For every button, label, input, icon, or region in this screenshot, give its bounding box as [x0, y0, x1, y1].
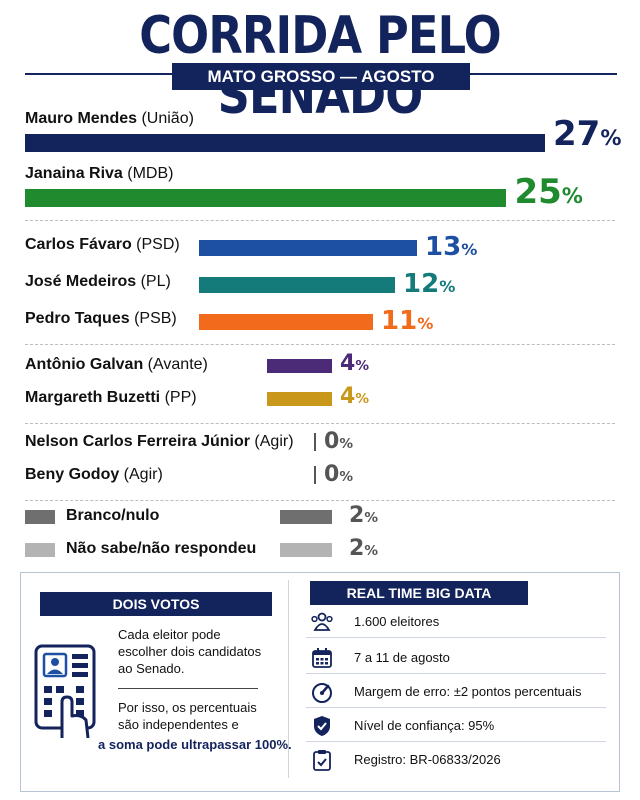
bar [267, 359, 332, 373]
candidate-label: Janaina Riva (MDB) [25, 165, 174, 182]
info-row-eleitores: 1.600 eleitores [306, 606, 608, 638]
subtitle-banner: MATO GROSSO — AGOSTO [172, 63, 470, 90]
people-icon [311, 612, 333, 631]
info-row-confianca: Nível de confiança: 95% [306, 710, 608, 742]
dois-votos-text-1: Cada eleitor pode escolher dois candidat… [118, 627, 262, 676]
value-label: 12% [403, 269, 456, 299]
panel-divider [288, 580, 289, 778]
dois-votos-heading: DOIS VOTOS [40, 592, 272, 616]
info-panel [20, 572, 620, 792]
bar [199, 277, 395, 293]
section-divider [25, 423, 615, 424]
candidate-label: Mauro Mendes (União) [25, 110, 194, 127]
info-row-margem: Margem de erro: ±2 pontos percentuais [306, 676, 608, 708]
legend-label: Branco/nulo [66, 507, 160, 524]
candidate-label: Antônio Galvan (Avante) [25, 356, 208, 373]
value-label: 4% [340, 351, 369, 376]
bar [280, 510, 332, 524]
bar [199, 240, 417, 256]
candidate-label: Nelson Carlos Ferreira Júnior (Agir) [25, 433, 294, 450]
candidate-label: Beny Godoy (Agir) [25, 466, 163, 483]
candidate-label: José Medeiros (PL) [25, 273, 171, 290]
value-label: 0% [324, 462, 353, 487]
info-sep [306, 637, 606, 638]
value-label: 2% [349, 503, 378, 528]
info-sep [306, 673, 606, 674]
dois-votos-text-2: Por isso, os percentuais são independent… [118, 700, 257, 732]
info-sep [306, 741, 606, 742]
bar [314, 433, 316, 451]
value-label: 4% [340, 384, 369, 409]
candidate-label: Carlos Fávaro (PSD) [25, 236, 180, 253]
value-label: 25% [514, 172, 583, 212]
shield-icon [314, 716, 330, 736]
dois-votos-rule [118, 688, 258, 689]
subtitle-rule-right [470, 73, 617, 75]
legend-swatch [25, 543, 55, 557]
info-sep [306, 707, 606, 708]
bar [267, 392, 332, 406]
value-label: 2% [349, 536, 378, 561]
section-divider [25, 220, 615, 221]
dois-votos-highlight: a soma pode ultrapassar 100%. [98, 737, 292, 752]
bar [199, 314, 373, 330]
section-divider [25, 500, 615, 501]
clipboard-icon [313, 750, 331, 771]
candidate-label: Margareth Buzetti (PP) [25, 389, 197, 406]
info-row-registro: Registro: BR-06833/2026 [306, 744, 608, 776]
calendar-icon [312, 648, 332, 668]
legend-label: Não sabe/não respondeu [66, 540, 257, 557]
subtitle-rule-left [25, 73, 172, 75]
candidate-label: Pedro Taques (PSB) [25, 310, 177, 327]
value-label: 13% [425, 232, 478, 262]
bar [280, 543, 332, 557]
info-row-data: 7 a 11 de agosto [306, 642, 608, 674]
bar [314, 466, 316, 484]
voting-machine-icon [34, 644, 96, 739]
bar [25, 189, 507, 207]
section-divider [25, 344, 615, 345]
real-time-heading: REAL TIME BIG DATA [310, 581, 528, 605]
value-label: 0% [324, 429, 353, 454]
legend-swatch [25, 510, 55, 524]
bar [25, 134, 545, 152]
value-label: 27% [553, 114, 622, 154]
value-label: 11% [381, 306, 434, 336]
gauge-icon [312, 683, 332, 703]
